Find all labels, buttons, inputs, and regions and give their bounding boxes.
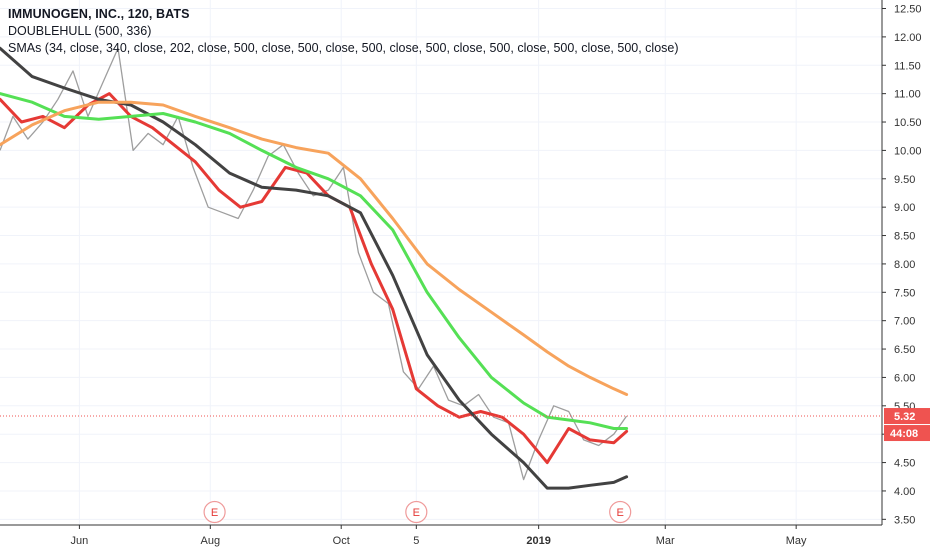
grid — [0, 0, 882, 525]
earnings-event-label: E — [413, 507, 420, 519]
earnings-event-marker[interactable]: E — [609, 500, 632, 524]
y-tick-label: 7.50 — [894, 287, 915, 299]
series-line-4 — [0, 100, 629, 396]
y-tick-label: 12.00 — [894, 32, 922, 44]
countdown-tag-bg — [884, 425, 930, 442]
y-tick-label: 6.00 — [894, 372, 915, 384]
x-axis-ticks[interactable]: Jun Aug Oct 5 2019 Mar May — [71, 525, 808, 547]
y-tick-label: 9.50 — [894, 174, 915, 186]
y-tick-label: 8.50 — [894, 231, 915, 243]
series-line-3 — [0, 92, 629, 430]
earnings-event-circle — [405, 500, 428, 524]
y-tick-label: 4.00 — [894, 486, 915, 498]
y-tick-label: 10.00 — [894, 145, 922, 157]
earnings-event-label: E — [211, 507, 218, 519]
x-tick-label: 2019 — [526, 535, 550, 547]
earnings-event-marker[interactable]: E — [203, 500, 226, 524]
y-tick-label: 9.00 — [894, 202, 915, 214]
x-tick-label: Mar — [656, 535, 675, 547]
x-tick-label: 5 — [413, 535, 419, 547]
last-price-tag: 5.32 — [894, 411, 915, 423]
earnings-event-label: E — [617, 507, 624, 519]
sma-series — [0, 46, 629, 490]
earnings-event-marker[interactable]: E — [405, 500, 428, 524]
x-tick-label: Aug — [201, 535, 221, 547]
price-tags: 5.32 44:08 — [884, 408, 930, 442]
price-line — [0, 47, 628, 481]
last-price-tag-bg — [884, 408, 930, 425]
earnings-event-circle — [609, 500, 632, 524]
x-tick-label: Jun — [71, 535, 89, 547]
y-tick-label: 3.50 — [894, 514, 915, 526]
series-line-2 — [0, 46, 629, 490]
y-tick-label: 8.00 — [894, 259, 915, 271]
series-line-1 — [0, 92, 629, 465]
y-tick-label: 11.00 — [894, 89, 921, 101]
y-tick-label: 11.50 — [894, 60, 921, 72]
y-axis-ticks[interactable]: 3.504.004.505.005.506.006.507.007.508.00… — [882, 4, 922, 527]
price-series — [0, 47, 628, 481]
y-tick-label: 6.50 — [894, 344, 915, 356]
y-tick-label: 7.00 — [894, 316, 915, 328]
y-tick-label: 12.50 — [894, 4, 922, 16]
x-tick-label: May — [786, 535, 807, 547]
earnings-event-circle — [203, 500, 226, 524]
countdown-tag: 44:08 — [890, 428, 918, 440]
y-tick-label: 10.50 — [894, 117, 922, 129]
x-tick-label: Oct — [333, 535, 350, 547]
y-tick-label: 4.50 — [894, 458, 915, 470]
